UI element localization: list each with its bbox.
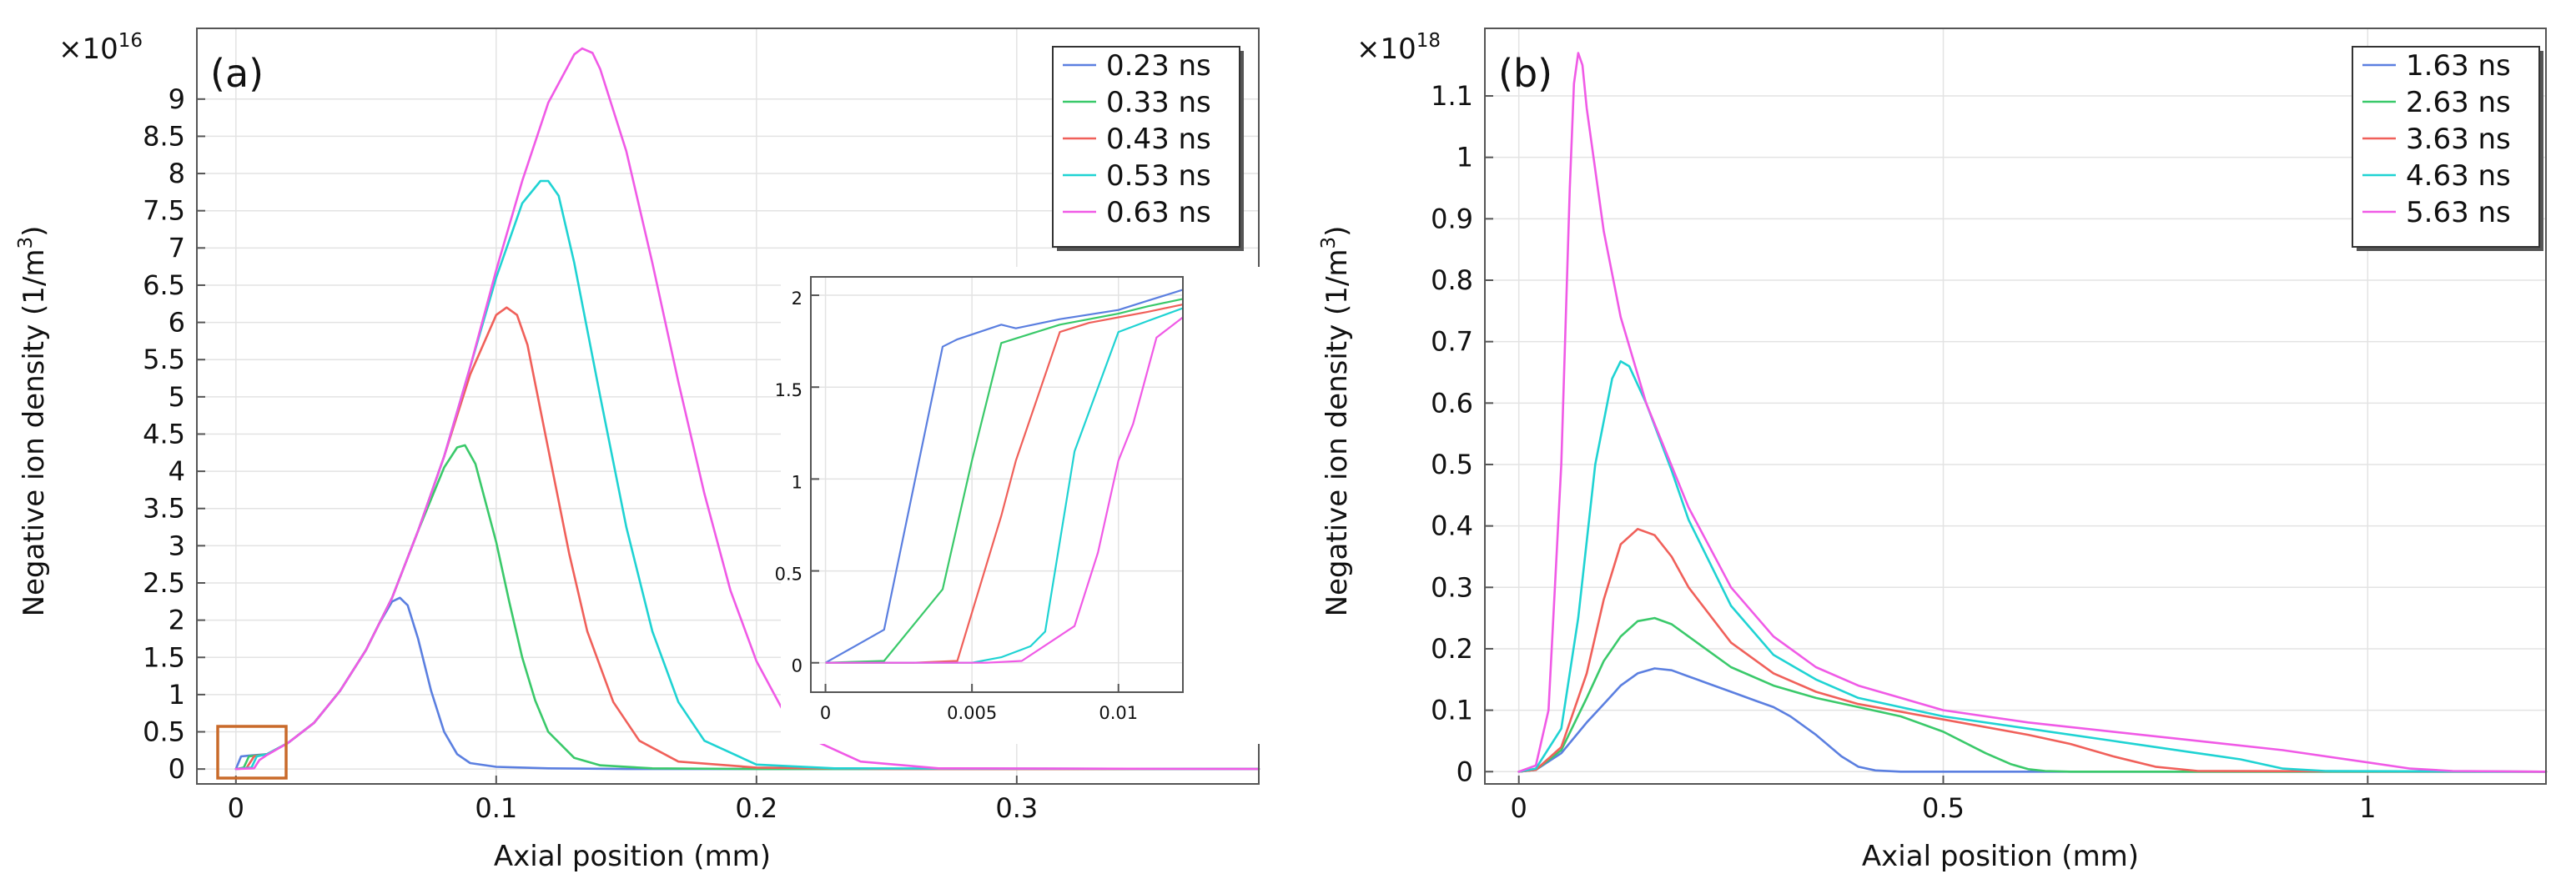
y-tick-label: 0.1	[1431, 695, 1473, 726]
inset-grid	[811, 277, 1183, 692]
panel-a-y-multiplier: ×1016	[58, 30, 143, 66]
panel-a-series-lines	[234, 47, 1260, 771]
y-tick-label: 9	[169, 83, 185, 115]
y-tick-label: 8	[169, 158, 185, 189]
legend-entry: 1.63 ns	[2406, 49, 2511, 83]
y-tick-label: 0.6	[1431, 387, 1473, 419]
y-tick-label: 4	[169, 455, 185, 487]
legend-entry: 2.63 ns	[2406, 86, 2511, 119]
y-tick-label: 0	[169, 753, 185, 785]
panel-b-x-axis-title: Axial position (mm)	[1862, 840, 2139, 873]
y-tick-label: 6.5	[143, 269, 185, 301]
inset-ticks: 0 0.005 0.01 0 0.5 1 1.5 2	[775, 289, 1139, 723]
panel-b-series-lines	[1517, 52, 2548, 773]
legend-entry: 5.63 ns	[2406, 196, 2511, 229]
panel-b-ticks: 0 0.5 1 0 0.1 0.2 0.3 0.4 0.5 0.6 0.7 0.8 0.9 1 1.1	[1431, 80, 2376, 824]
panel-a-label: (a)	[210, 51, 264, 96]
y-tick-label: 1	[169, 679, 185, 711]
series-line-2-63-ns	[1517, 616, 2548, 773]
series-line-5-63-ns	[1517, 52, 2548, 773]
series-line-4-63-ns	[1517, 359, 2548, 773]
x-tick-label: 1	[2359, 792, 2376, 824]
y-tick-label: 0.7	[1431, 326, 1473, 358]
inset-chart: 0 0.005 0.01 0 0.5 1 1.5 2	[775, 267, 1265, 744]
y-tick-label: 1	[792, 472, 802, 492]
x-tick-label: 0	[1511, 792, 1527, 824]
legend-entry: 4.63 ns	[2406, 159, 2511, 193]
y-tick-label: 0.4	[1431, 510, 1473, 542]
y-tick-label: 0.5	[1431, 449, 1473, 480]
panel-b-chart: 0 0.5 1 0 0.1 0.2 0.3 0.4 0.5 0.6 0.7 0.8 0.9 1 1.1 (b…	[1318, 28, 2548, 873]
series-line-0-43-ns	[825, 304, 1184, 664]
x-tick-label: 0.005	[947, 703, 997, 723]
y-tick-label: 0	[792, 656, 802, 676]
legend-entry: 0.43 ns	[1106, 123, 1211, 156]
y-tick-label: 2	[169, 605, 185, 636]
panel-b-plot-frame	[1484, 28, 2547, 785]
y-tick-label: 1	[1457, 142, 1473, 173]
x-tick-label: 0.2	[735, 792, 777, 824]
panel-b-y-axis-title: Negative ion density (1/m3)	[1318, 226, 1354, 617]
legend-entry: 0.53 ns	[1106, 159, 1211, 193]
x-tick-label: 0.1	[475, 792, 517, 824]
y-tick-label: 1.5	[775, 380, 802, 400]
y-tick-label: 0.9	[1431, 203, 1473, 234]
panel-a-x-axis-title: Axial position (mm)	[494, 840, 771, 873]
zoom-region-box	[216, 725, 288, 780]
series-line-0-33-ns	[825, 298, 1184, 664]
legend-entry: 3.63 ns	[2406, 123, 2511, 156]
y-tick-label: 3.5	[143, 493, 185, 525]
panel-b-legend: 1.63 ns2.63 ns 3.63 ns4.63 ns5.63 ns	[2352, 46, 2543, 251]
x-tick-label: 0.3	[995, 792, 1038, 824]
inset-series-lines	[825, 289, 1184, 664]
y-tick-label: 0.2	[1431, 633, 1473, 665]
series-line-0-63-ns	[234, 47, 1260, 771]
panel-a-legend: 0.23 ns0.33 ns 0.43 ns0.53 ns0.63 ns	[1052, 46, 1244, 251]
y-tick-label: 8.5	[143, 120, 185, 152]
y-tick-label: 0.5	[143, 716, 185, 748]
legend-entry: 0.63 ns	[1106, 196, 1211, 229]
x-tick-label: 0	[228, 792, 244, 824]
y-tick-label: 4.5	[143, 418, 185, 450]
y-tick-label: 5	[169, 381, 185, 413]
y-tick-label: 3	[169, 530, 185, 561]
panel-b-label: (b)	[1498, 51, 1552, 96]
series-line-0-63-ns	[825, 316, 1184, 664]
panel-a-ticks: 0 0.1 0.2 0.3 0 0.5 1 1.5 2 2.5 3 3.5 4 4.5 5 5.5 6 6.5 7 7…	[143, 83, 1038, 824]
y-tick-label: 0.5	[775, 565, 802, 585]
y-tick-label: 2	[792, 289, 802, 309]
series-line-3-63-ns	[1517, 527, 2548, 773]
inset-plot-frame	[810, 276, 1184, 693]
y-tick-label: 5.5	[143, 344, 185, 375]
series-line-0-53-ns	[825, 307, 1184, 664]
y-tick-label: 0	[1457, 756, 1473, 787]
x-tick-label: 0	[820, 703, 831, 723]
y-tick-label: 6	[169, 307, 185, 339]
y-tick-label: 0.3	[1431, 571, 1473, 603]
panel-a-y-axis-title: Negative ion density (1/m3)	[15, 226, 51, 617]
y-tick-label: 0.8	[1431, 264, 1473, 296]
x-tick-label: 0.5	[1922, 792, 1965, 824]
y-tick-label: 1.5	[143, 641, 185, 673]
x-tick-label: 0.01	[1099, 703, 1138, 723]
legend-entry: 0.33 ns	[1106, 86, 1211, 119]
inset-background	[781, 267, 1265, 744]
series-line-0-23-ns	[825, 289, 1184, 664]
y-tick-label: 7	[169, 232, 185, 264]
legend-box	[2352, 46, 2540, 248]
y-tick-label: 1.1	[1431, 80, 1473, 112]
series-line-1-63-ns	[1517, 667, 2548, 773]
panel-a-chart: 0 0.1 0.2 0.3 0 0.5 1 1.5 2 2.5 3 3.5 4 4.5 5 5.5 6 6.5 7 7…	[15, 28, 1265, 873]
legend-entry: 0.23 ns	[1106, 49, 1211, 83]
panel-b-y-multiplier: ×1018	[1356, 30, 1441, 66]
y-tick-label: 7.5	[143, 195, 185, 227]
y-tick-label: 2.5	[143, 567, 185, 599]
legend-box	[1052, 46, 1240, 248]
panel-b-grid	[1485, 28, 2546, 784]
